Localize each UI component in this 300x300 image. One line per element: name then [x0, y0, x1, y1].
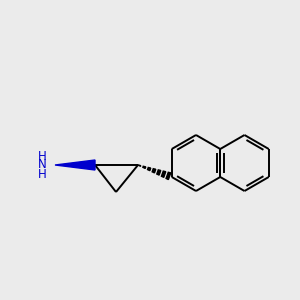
Polygon shape — [161, 171, 166, 177]
Text: N: N — [38, 158, 46, 172]
Polygon shape — [138, 165, 141, 166]
Polygon shape — [143, 166, 146, 168]
Polygon shape — [157, 170, 161, 175]
Text: H: H — [38, 167, 46, 181]
Polygon shape — [166, 172, 171, 180]
Polygon shape — [148, 167, 151, 171]
Polygon shape — [152, 169, 156, 173]
Text: H: H — [38, 149, 46, 163]
Polygon shape — [55, 160, 95, 170]
